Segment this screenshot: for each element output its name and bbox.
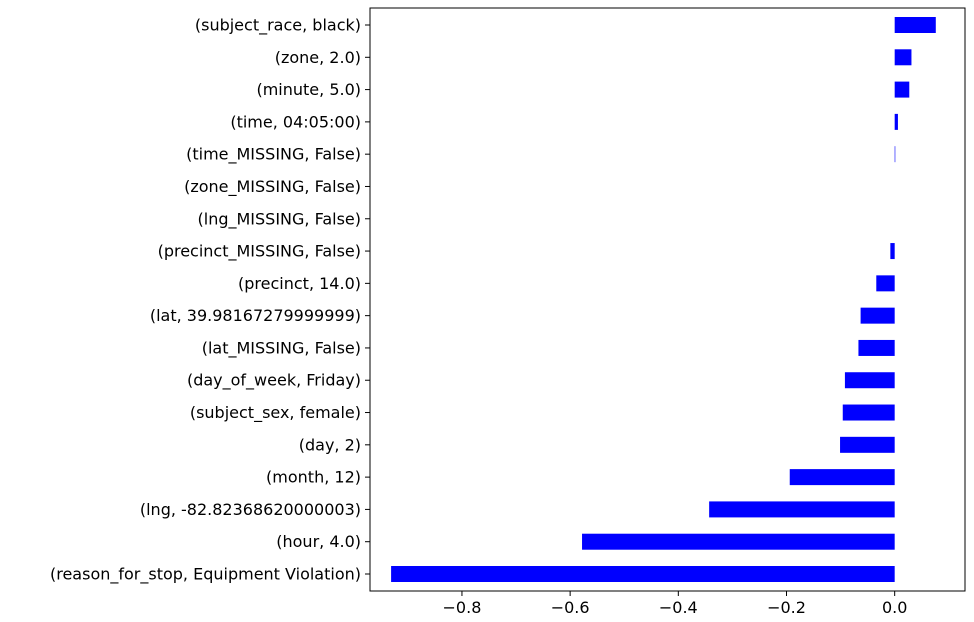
- category-label: (lng, -82.82368620000003): [140, 500, 361, 519]
- category-label: (hour, 4.0): [276, 532, 361, 551]
- category-label: (lng_MISSING, False): [198, 209, 361, 229]
- bar: [858, 339, 895, 356]
- category-label: (zone_MISSING, False): [184, 177, 361, 197]
- category-label: (zone, 2.0): [275, 48, 361, 67]
- category-label: (precinct, 14.0): [238, 274, 361, 293]
- bar: [582, 533, 895, 550]
- category-label: (reason_for_stop, Equipment Violation): [50, 565, 361, 585]
- bar: [894, 146, 896, 163]
- category-label: (day, 2): [299, 435, 361, 454]
- bar: [894, 81, 910, 98]
- bar: [840, 436, 895, 453]
- bar: [890, 243, 895, 260]
- bar: [842, 404, 895, 421]
- bar: [844, 372, 895, 389]
- bar: [860, 307, 895, 324]
- category-label: (time, 04:05:00): [230, 112, 361, 131]
- category-label: (month, 12): [266, 468, 361, 487]
- category-labels: (subject_race, black) (zone, 2.0) (minute,…: [50, 16, 370, 585]
- category-label: (minute, 5.0): [256, 80, 361, 99]
- category-label: (subject_sex, female): [190, 403, 361, 423]
- bar: [894, 17, 936, 33]
- x-tick-label: −0.4: [659, 598, 698, 617]
- bar: [789, 469, 895, 486]
- bar: [894, 49, 912, 66]
- category-label: (subject_race, black): [195, 16, 361, 36]
- x-tick-label: −0.2: [767, 598, 806, 617]
- x-axis-ticks: −0.8 −0.6 −0.4 −0.2 0.0: [443, 591, 907, 617]
- category-label: (day_of_week, Friday): [187, 371, 361, 391]
- bar: [876, 275, 895, 292]
- bar: [391, 566, 895, 582]
- bar: [709, 501, 895, 518]
- x-tick-label: −0.6: [551, 598, 590, 617]
- plot-frame: [369, 7, 966, 592]
- x-tick-label: 0.0: [882, 598, 907, 617]
- category-label: (time_MISSING, False): [186, 145, 361, 165]
- bars-group: [391, 17, 936, 582]
- bar: [894, 113, 898, 130]
- x-tick-label: −0.8: [443, 598, 482, 617]
- category-label: (lat, 39.98167279999999): [150, 306, 361, 325]
- category-label: (precinct_MISSING, False): [158, 242, 361, 262]
- category-label: (lat_MISSING, False): [202, 338, 361, 358]
